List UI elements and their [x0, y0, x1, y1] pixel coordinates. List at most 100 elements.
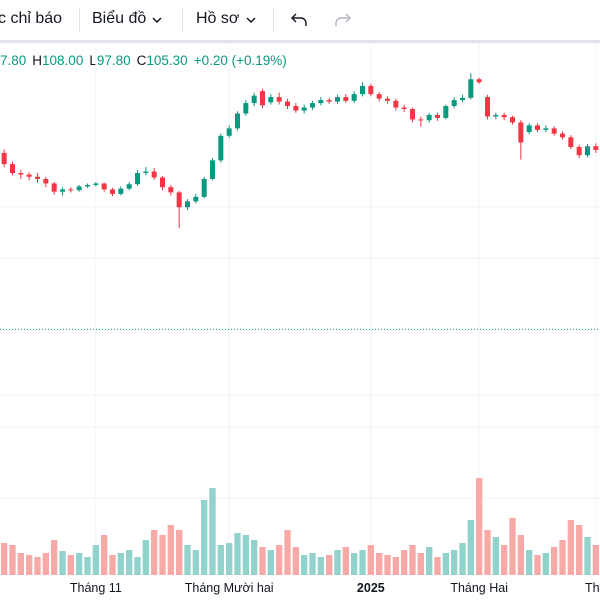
candle-body [335, 97, 340, 102]
x-tick-label: Tháng Hai [450, 581, 508, 595]
x-tick-label: 2025 [357, 581, 385, 595]
volume-bar [201, 500, 208, 575]
candle-body [35, 176, 40, 179]
candle-body [135, 173, 140, 185]
volume-bar [26, 555, 33, 575]
volume-bar [384, 555, 391, 575]
volume-bar [67, 555, 74, 575]
profile-button[interactable]: Hồ sơ [196, 10, 240, 27]
volume-bar [126, 550, 133, 575]
undo-button[interactable] [290, 11, 310, 29]
chart-button[interactable]: Biểu đồ [92, 10, 147, 27]
volume-bar [42, 553, 49, 575]
volume-bar [567, 520, 574, 575]
volume-bar [109, 555, 116, 575]
chevron [152, 17, 162, 24]
candle-body [18, 173, 24, 175]
candle-body [76, 186, 82, 191]
candle-body [585, 146, 590, 156]
volume-bar [117, 553, 124, 575]
candle-body [351, 94, 357, 101]
candle-body [93, 183, 99, 185]
redo-button[interactable] [332, 11, 352, 29]
candle-body [210, 160, 215, 179]
candle-body [368, 85, 374, 95]
volume-bar [551, 547, 558, 575]
volume-bar [92, 545, 99, 575]
volume-bar [59, 551, 66, 575]
candle-body [218, 135, 224, 161]
close-value: 105.30 [146, 53, 188, 68]
volume-bar [159, 535, 166, 575]
volume-bar [592, 545, 599, 575]
candle-body [118, 188, 124, 194]
candle-body [260, 91, 265, 106]
volume-bar [501, 545, 508, 575]
volume-bar [167, 525, 174, 575]
volume-bar [34, 557, 41, 575]
volume-bar [209, 488, 216, 575]
candle-body [510, 117, 515, 123]
volume-bar [517, 535, 524, 575]
volume-bar [492, 537, 499, 575]
volume-bar [484, 530, 491, 575]
volume-bar [276, 545, 283, 575]
candle-body [468, 79, 474, 98]
candle-body [318, 100, 324, 104]
volume-bar [242, 535, 249, 575]
volume-bar [376, 553, 383, 575]
candle-body [385, 98, 390, 101]
candle-body [476, 79, 482, 83]
candle-body [343, 97, 349, 101]
candle-body [110, 189, 115, 194]
low-value: 97.80 [96, 53, 131, 68]
volume-bar [476, 478, 483, 575]
volume-bar [326, 555, 333, 575]
volume-bar [101, 535, 108, 575]
candle-body [293, 106, 299, 111]
candle-body [185, 201, 190, 208]
volume-bar [426, 547, 433, 575]
candle-body [443, 106, 449, 118]
volume-bar [542, 553, 549, 575]
candle-body [593, 146, 599, 150]
volume-bar [417, 553, 424, 575]
candle-body [518, 122, 524, 143]
candle-body [326, 100, 332, 102]
volume-bar [334, 550, 341, 575]
candle-body [393, 100, 399, 108]
candle-body [268, 97, 274, 103]
volume-bar [392, 557, 399, 575]
volume-bar [84, 557, 91, 575]
chevron [246, 17, 256, 24]
candle-body [226, 128, 232, 136]
candle-body [243, 103, 249, 114]
volume-bar [292, 547, 299, 575]
x-tick-label: Thá [585, 581, 600, 595]
volume-bar [309, 553, 316, 575]
volume-bar [359, 550, 366, 575]
candle-body [501, 114, 507, 118]
candle-body [168, 187, 174, 193]
change-value: +0.20 (+0.19%) [193, 53, 287, 68]
candle-body [418, 119, 424, 121]
candle-body [460, 97, 465, 101]
candle-body [451, 100, 457, 107]
volume-bar [51, 540, 58, 575]
indicators-button[interactable]: c chỉ báo [0, 10, 63, 27]
candle-body [401, 107, 407, 110]
volume-bar [251, 540, 258, 575]
volume-bar [534, 555, 541, 575]
volume-bar [284, 530, 291, 575]
candle-body [193, 196, 199, 202]
volume-bar [442, 553, 449, 575]
candle-body [551, 128, 557, 134]
volume-bar [192, 550, 199, 575]
candle-body [126, 184, 132, 189]
volume-bar [234, 533, 241, 575]
volume-bar [17, 553, 24, 575]
candle-body [143, 171, 149, 174]
volume-bar [401, 550, 408, 575]
